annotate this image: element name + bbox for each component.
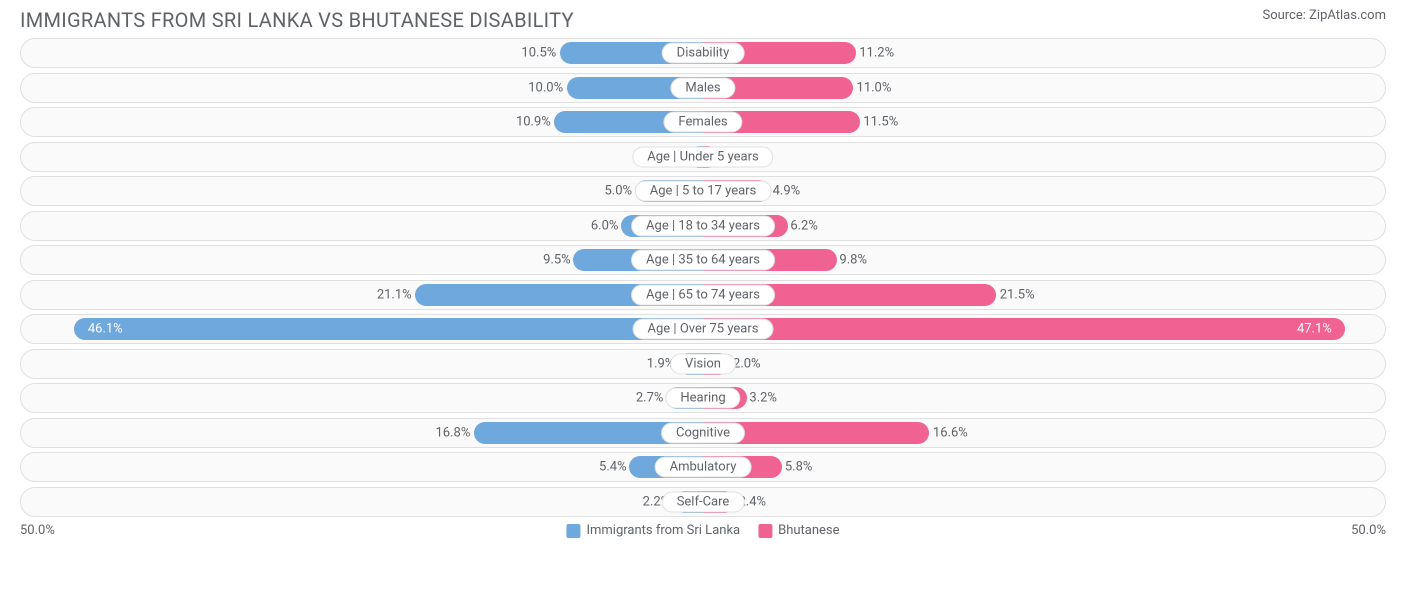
category-label: Age | 65 to 74 years <box>631 284 775 305</box>
chart-row: 1.1%1.2%Age | Under 5 years <box>20 142 1386 172</box>
category-label: Vision <box>670 353 736 374</box>
value-left: 10.9% <box>516 115 551 130</box>
chart-row: 16.8% 16.6% Cognitive <box>20 418 1386 448</box>
chart-row: 5.0% 4.9%Age | 5 to 17 years <box>20 176 1386 206</box>
legend-label: Immigrants from Sri Lanka <box>586 523 740 538</box>
value-right: 11.0% <box>857 80 892 95</box>
value-left: 21.1% <box>377 287 412 302</box>
value-right: 2.0% <box>733 356 761 371</box>
category-label: Disability <box>662 43 745 64</box>
legend-label: Bhutanese <box>778 523 839 538</box>
axis-left-label: 50.0% <box>20 523 55 538</box>
value-right: 4.9% <box>773 184 801 199</box>
category-label: Age | Under 5 years <box>632 146 773 167</box>
chart-row: 21.1% 21.5% Age | 65 to 74 years <box>20 280 1386 310</box>
bar-left <box>74 318 703 340</box>
value-right: 6.2% <box>790 218 818 233</box>
chart-title: IMMIGRANTS FROM SRI LANKA VS BHUTANESE D… <box>20 8 574 32</box>
category-label: Age | 5 to 17 years <box>635 181 772 202</box>
category-label: Hearing <box>665 388 740 409</box>
chart-row: 6.0% 6.2% Age | 18 to 34 years <box>20 211 1386 241</box>
value-right: 16.6% <box>933 425 968 440</box>
chart-row: 2.7% 3.2% Hearing <box>20 383 1386 413</box>
value-left: 46.1% <box>88 322 123 337</box>
chart-row: 10.9% 11.5% Females <box>20 107 1386 137</box>
legend: Immigrants from Sri Lanka Bhutanese <box>566 523 839 538</box>
bar-right <box>703 318 1345 340</box>
value-right: 3.2% <box>749 391 777 406</box>
chart-row: 9.5% 9.8% Age | 35 to 64 years <box>20 245 1386 275</box>
legend-swatch <box>566 524 580 538</box>
value-right: 11.5% <box>863 115 898 130</box>
axis-right-label: 50.0% <box>1351 523 1386 538</box>
legend-item: Bhutanese <box>758 523 839 538</box>
value-left: 5.0% <box>604 184 632 199</box>
category-label: Cognitive <box>661 422 745 443</box>
category-label: Age | 35 to 64 years <box>631 250 775 271</box>
chart-row: 1.9%2.0%Vision <box>20 349 1386 379</box>
category-label: Age | 18 to 34 years <box>631 215 775 236</box>
value-left: 9.5% <box>543 253 571 268</box>
value-right: 47.1% <box>1297 322 1332 337</box>
value-right: 21.5% <box>1000 287 1035 302</box>
value-right: 5.8% <box>785 460 813 475</box>
value-right: 11.2% <box>859 46 894 61</box>
category-label: Self-Care <box>662 491 745 512</box>
chart-source: Source: ZipAtlas.com <box>1262 8 1386 23</box>
category-label: Males <box>670 77 735 98</box>
value-left: 10.0% <box>528 80 563 95</box>
value-left: 16.8% <box>435 425 470 440</box>
value-left: 2.7% <box>636 391 664 406</box>
chart-row: 10.0% 11.0% Males <box>20 73 1386 103</box>
category-label: Females <box>663 112 742 133</box>
chart-row: 10.5% 11.2% Disability <box>20 38 1386 68</box>
category-label: Ambulatory <box>655 457 752 478</box>
value-left: 10.5% <box>521 46 556 61</box>
legend-item: Immigrants from Sri Lanka <box>566 523 740 538</box>
value-left: 5.4% <box>599 460 627 475</box>
value-right: 9.8% <box>839 253 867 268</box>
category-label: Age | Over 75 years <box>633 319 774 340</box>
legend-swatch <box>758 524 772 538</box>
chart-footer: 50.0% Immigrants from Sri Lanka Bhutanese… <box>0 521 1406 538</box>
value-left: 6.0% <box>591 218 619 233</box>
chart-row: 5.4% 5.8% Ambulatory <box>20 452 1386 482</box>
chart-header: IMMIGRANTS FROM SRI LANKA VS BHUTANESE D… <box>0 0 1406 36</box>
chart-area: 10.5% 11.2% Disability 10.0% 11.0% Males 10.9%… <box>0 36 1406 517</box>
chart-row: 46.1% 47.1% Age | Over 75 years <box>20 314 1386 344</box>
chart-row: 2.2%2.4%Self-Care <box>20 487 1386 517</box>
